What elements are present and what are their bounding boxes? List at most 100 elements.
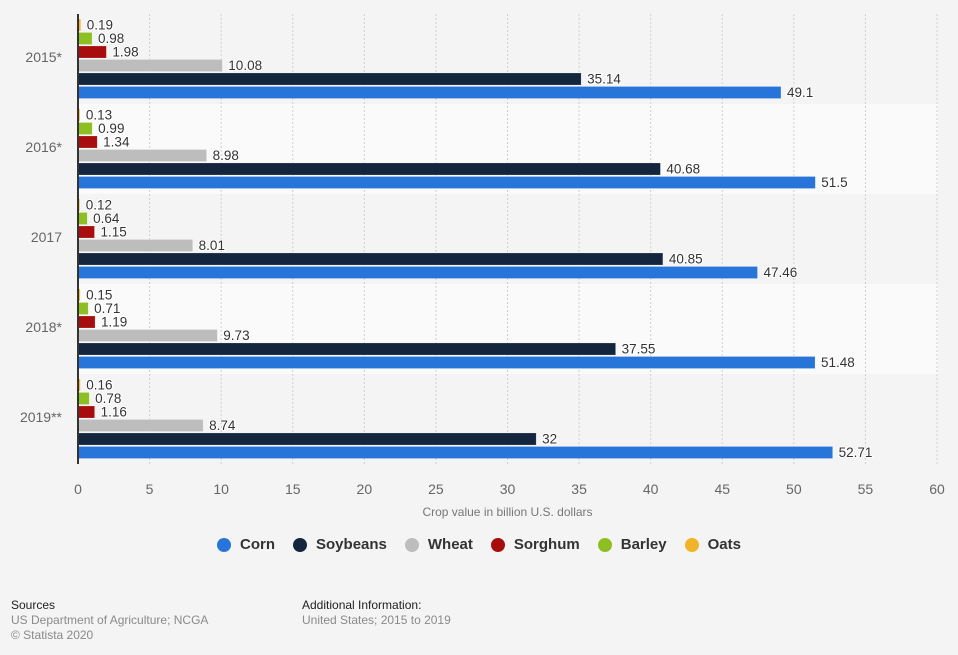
additional-info-block: Additional Information: United States; 2… xyxy=(302,598,451,628)
value-label: 0.71 xyxy=(94,301,120,316)
x-tick-label: 20 xyxy=(357,481,373,497)
bar-barley xyxy=(77,212,88,225)
sources-text[interactable]: US Department of Agriculture; NCGA xyxy=(11,613,209,627)
bar-soybeans xyxy=(77,252,664,266)
bar-corn xyxy=(77,86,782,99)
category-label: 2018* xyxy=(25,319,62,335)
value-label: 40.85 xyxy=(669,252,703,267)
bars xyxy=(77,18,833,459)
legend-label: Barley xyxy=(620,536,667,553)
bar-sorghum xyxy=(77,315,96,329)
bar-corn xyxy=(77,266,758,279)
x-tick-label: 45 xyxy=(714,481,730,497)
bar-soybeans xyxy=(77,162,661,176)
legend-item-sorghum[interactable]: Sorghum xyxy=(490,536,580,553)
value-label: 1.15 xyxy=(100,225,126,240)
x-axis-title: Crop value in billion U.S. dollars xyxy=(422,505,592,519)
bar-barley xyxy=(77,392,90,405)
value-label: 8.98 xyxy=(213,148,239,163)
bar-wheat xyxy=(77,329,218,342)
legend-item-barley[interactable]: Barley xyxy=(597,536,667,553)
legend-marker-icon xyxy=(217,537,232,552)
value-label: 1.98 xyxy=(112,45,138,60)
value-label: 1.19 xyxy=(101,315,127,330)
legend-item-oats[interactable]: Oats xyxy=(684,536,741,553)
legend-item-soybeans[interactable]: Soybeans xyxy=(293,536,387,553)
bar-barley xyxy=(77,122,93,135)
bar-barley xyxy=(77,32,93,45)
bar-corn xyxy=(77,356,816,369)
value-label: 8.74 xyxy=(209,418,236,433)
value-label: 8.01 xyxy=(199,238,225,253)
value-label: 49.1 xyxy=(787,85,813,100)
value-label: 51.5 xyxy=(821,175,847,190)
value-label: 0.15 xyxy=(86,288,112,303)
value-label: 40.68 xyxy=(666,162,700,177)
x-tick-label: 35 xyxy=(571,481,587,497)
value-label: 47.46 xyxy=(763,265,797,280)
category-label: 2017 xyxy=(31,229,62,245)
x-tick-label: 30 xyxy=(500,481,516,497)
bar-sorghum xyxy=(77,135,98,149)
bar-wheat xyxy=(77,419,204,432)
x-tick-label: 55 xyxy=(858,481,874,497)
category-label: 2016* xyxy=(25,139,62,155)
x-tick-label: 40 xyxy=(643,481,659,497)
legend-marker-icon xyxy=(684,537,699,552)
bar-corn xyxy=(77,446,833,459)
legend-item-corn[interactable]: Corn xyxy=(217,536,275,553)
x-tick-label: 50 xyxy=(786,481,802,497)
value-label: 1.34 xyxy=(103,135,130,150)
value-label: 10.08 xyxy=(228,58,262,73)
x-tick-label: 10 xyxy=(213,481,229,497)
value-label: 52.71 xyxy=(839,445,873,460)
category-label: 2015* xyxy=(25,49,62,65)
bar-soybeans xyxy=(77,342,616,356)
legend-label: Corn xyxy=(240,536,276,553)
bar-wheat xyxy=(77,239,193,252)
x-tick-label: 0 xyxy=(74,481,82,497)
x-tick-label: 5 xyxy=(146,481,154,497)
value-label: 35.14 xyxy=(587,72,621,87)
bar-corn xyxy=(77,176,816,189)
bar-wheat xyxy=(77,59,223,72)
legend-label: Sorghum xyxy=(513,536,580,553)
sources-block: Sources US Department of Agriculture; NC… xyxy=(11,598,208,643)
value-label: 0.16 xyxy=(86,378,112,393)
x-tick-label: 15 xyxy=(285,481,301,497)
legend-marker-icon xyxy=(597,537,612,552)
value-label: 9.73 xyxy=(223,328,249,343)
category-label: 2019** xyxy=(20,409,63,425)
legend-label: Wheat xyxy=(427,536,473,553)
legend-label: Oats xyxy=(707,536,741,553)
bar-sorghum xyxy=(77,405,95,419)
legend-item-wheat[interactable]: Wheat xyxy=(404,536,473,553)
gridlines xyxy=(149,14,938,464)
value-label: 0.99 xyxy=(98,121,124,136)
bar-soybeans xyxy=(77,72,582,86)
x-tick-label: 25 xyxy=(428,481,444,497)
value-label: 1.16 xyxy=(101,405,127,420)
x-tick-label: 60 xyxy=(929,481,945,497)
legend-label: Soybeans xyxy=(316,536,387,553)
bar-soybeans xyxy=(77,432,537,446)
x-tick-labels: 0 5 10 15 20 25 30 35 40 45 50 55 60 xyxy=(74,481,945,497)
additional-info-text: United States; 2015 to 2019 xyxy=(302,613,451,627)
value-label: 0.64 xyxy=(93,211,120,226)
additional-info-heading: Additional Information: xyxy=(302,598,422,612)
bar-sorghum xyxy=(77,225,95,239)
value-label: 0.98 xyxy=(98,31,124,46)
value-label: 37.55 xyxy=(622,342,656,357)
value-label: 0.12 xyxy=(86,198,112,213)
copyright-text: © Statista 2020 xyxy=(11,628,94,642)
sources-heading: Sources xyxy=(11,598,56,612)
legend-marker-icon xyxy=(404,537,419,552)
legend-marker-icon xyxy=(293,537,308,552)
bar-wheat xyxy=(77,149,207,162)
value-label: 0.13 xyxy=(86,108,112,123)
bar-chart: 0.190.981.98 10.08 35.14 49.1 0.130.991.34 8.… xyxy=(20,14,945,519)
value-label: 32 xyxy=(542,432,557,447)
value-label: 51.48 xyxy=(821,355,855,370)
legend-marker-icon xyxy=(490,537,505,552)
bar-barley xyxy=(77,302,89,315)
